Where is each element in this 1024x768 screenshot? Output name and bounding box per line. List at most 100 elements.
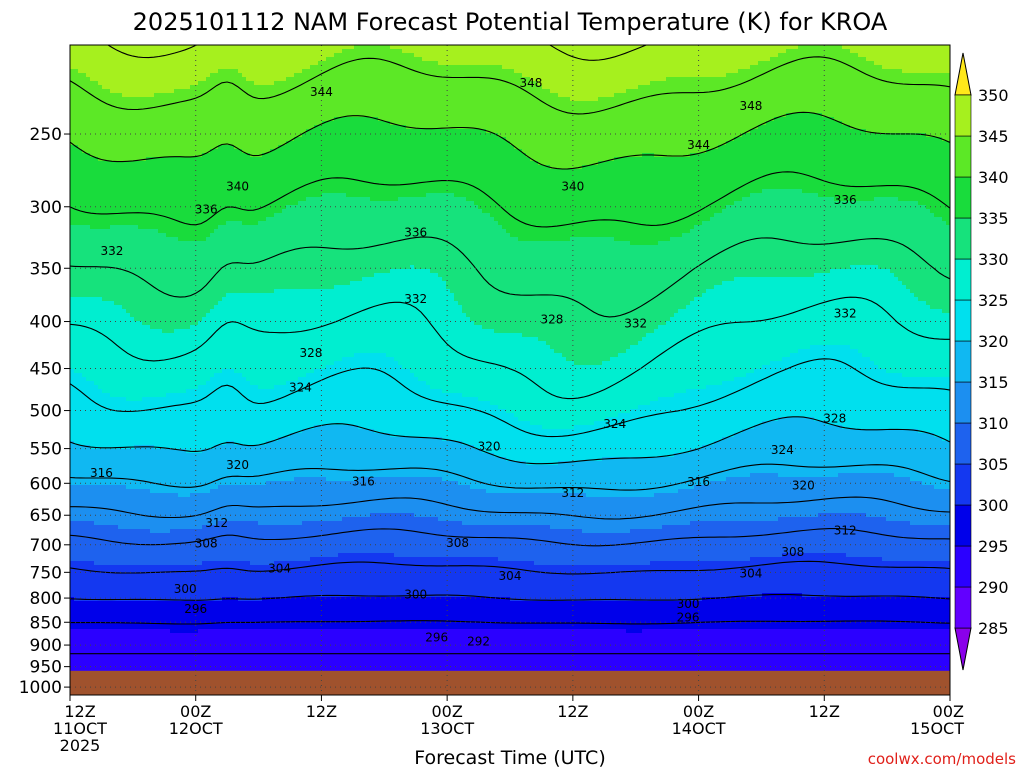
colorbar-swatch (954, 217, 972, 260)
theta-cell (226, 293, 455, 298)
theta-cell (690, 521, 911, 526)
theta-cell (122, 305, 215, 310)
theta-cell (102, 85, 191, 90)
theta-cell (742, 133, 927, 138)
theta-cell (142, 321, 199, 326)
theta-cell (70, 109, 950, 114)
contour-label: 328 (299, 346, 322, 360)
theta-cell (70, 233, 167, 238)
colorbar-label: 325 (978, 291, 1009, 310)
theta-cell (430, 385, 707, 390)
theta-cell (274, 561, 535, 566)
theta-cell (70, 617, 950, 622)
theta-cell (70, 245, 950, 250)
theta-cell (506, 409, 631, 414)
theta-cell (878, 265, 950, 270)
theta-cell (70, 629, 171, 634)
theta-cell (70, 117, 335, 122)
theta-cell (70, 409, 507, 414)
x-tick-label: 12Z (557, 702, 588, 721)
theta-cell (534, 561, 651, 566)
contour-line (70, 56, 950, 115)
theta-cell (342, 49, 403, 54)
theta-cell (818, 193, 950, 198)
chart-title: 2025101112 NAM Forecast Potential Temper… (133, 8, 888, 36)
theta-cell (70, 573, 950, 578)
theta-cell (294, 73, 523, 78)
theta-cell (550, 525, 663, 530)
theta-cell (266, 481, 459, 486)
theta-cell (630, 409, 950, 414)
theta-cell (198, 321, 475, 326)
theta-cell (650, 401, 950, 406)
theta-cell (678, 489, 950, 494)
theta-cell (70, 341, 547, 346)
contour-label: 316 (90, 466, 113, 480)
theta-cell (242, 149, 271, 154)
theta-cell (70, 301, 115, 306)
theta-cell (70, 249, 950, 254)
theta-cell (342, 517, 439, 522)
theta-cell (70, 217, 267, 222)
theta-cell (774, 117, 835, 122)
theta-cell (70, 241, 631, 246)
theta-cell (78, 145, 219, 150)
theta-cell (70, 493, 179, 498)
theta-cell (210, 489, 487, 494)
theta-cell (158, 229, 215, 234)
theta-cell (942, 309, 950, 314)
theta-cell (374, 429, 743, 434)
colorbar-label: 315 (978, 373, 1009, 392)
theta-cell (650, 81, 950, 86)
theta-cell (70, 73, 87, 78)
theta-cell (570, 237, 615, 242)
theta-cell (234, 441, 267, 446)
theta-cell (646, 333, 950, 338)
theta-cell (394, 553, 783, 558)
theta-cell (70, 305, 123, 310)
theta-cell (70, 277, 363, 282)
theta-cell (70, 437, 279, 442)
theta-cell (930, 209, 950, 214)
contour-label: 312 (205, 516, 228, 530)
theta-cell (314, 125, 407, 130)
colorbar-label: 320 (978, 332, 1009, 351)
theta-cell (506, 457, 603, 462)
theta-cell (398, 361, 575, 366)
theta-cell (70, 469, 950, 474)
theta-cell (70, 397, 127, 402)
theta-cell (702, 597, 950, 602)
theta-cell (502, 65, 751, 70)
theta-cell (314, 425, 359, 430)
theta-cell (222, 297, 455, 302)
theta-cell (70, 457, 507, 462)
x-tick-label: 00Z (180, 702, 211, 721)
contour-label: 300 (677, 597, 700, 611)
theta-cell (70, 537, 950, 542)
theta-cell (442, 277, 735, 282)
contour-label: 340 (226, 179, 249, 193)
theta-cell (70, 533, 950, 538)
theta-cell (762, 365, 879, 370)
theta-cell (642, 629, 950, 634)
x-tick-label: 00Z (933, 702, 964, 721)
theta-cell (318, 61, 439, 66)
theta-cell (478, 205, 727, 210)
theta-cell (918, 297, 950, 302)
theta-cell (206, 313, 467, 318)
contour-label: 324 (289, 381, 312, 395)
theta-cell (782, 553, 847, 558)
theta-cell (662, 525, 950, 530)
theta-cell (258, 221, 499, 226)
theta-cell (706, 385, 950, 390)
theta-cell (70, 485, 127, 490)
theta-cell (522, 73, 727, 78)
contour-line (70, 236, 950, 318)
theta-cell (274, 385, 431, 390)
theta-cell (598, 161, 950, 166)
theta-cell (442, 477, 727, 482)
theta-cell (70, 665, 950, 670)
theta-cell (626, 629, 643, 634)
theta-cell (174, 89, 551, 94)
theta-cell (286, 381, 427, 386)
